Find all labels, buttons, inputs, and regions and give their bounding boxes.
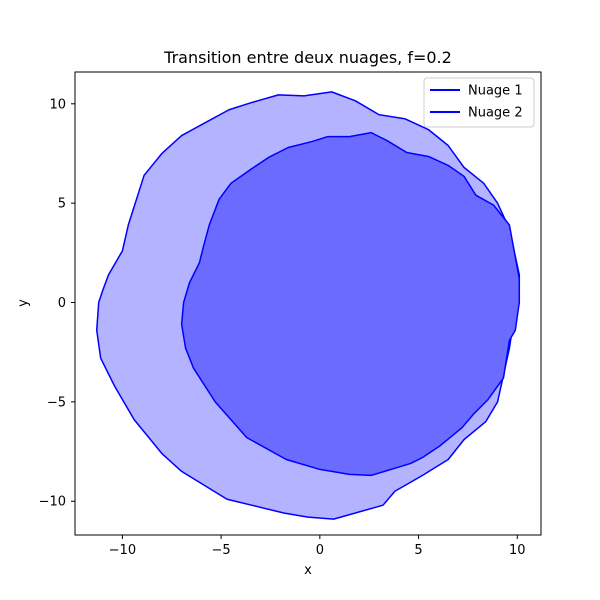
- x-tick-label: 0: [316, 543, 324, 558]
- y-tick-label: 5: [58, 197, 66, 212]
- x-axis-label: x: [304, 563, 312, 578]
- y-tick-label: −10: [39, 495, 66, 510]
- x-tick-label: −10: [109, 543, 136, 558]
- x-tick-label: 5: [414, 543, 422, 558]
- x-tick-label: −5: [212, 543, 231, 558]
- x-axis: −10 −5 0 5 10: [109, 535, 526, 558]
- plot-frame: [74, 71, 542, 536]
- y-axis: −10 −5 0 5 10: [39, 97, 75, 510]
- y-tick-label: 10: [49, 97, 66, 112]
- legend-label-nuage-1: Nuage 1: [468, 84, 523, 99]
- x-tick-label: 10: [509, 543, 526, 558]
- y-axis-label: y: [16, 299, 31, 307]
- legend: Nuage 1 Nuage 2: [423, 77, 535, 128]
- series-layer: [95, 91, 521, 520]
- y-tick-label: −5: [47, 395, 66, 410]
- chart-title: Transition entre deux nuages, f=0.2: [163, 48, 452, 67]
- legend-label-nuage-2: Nuage 2: [468, 106, 523, 121]
- series-nuage-2-area: [180, 131, 521, 477]
- y-tick-label: 0: [58, 296, 66, 311]
